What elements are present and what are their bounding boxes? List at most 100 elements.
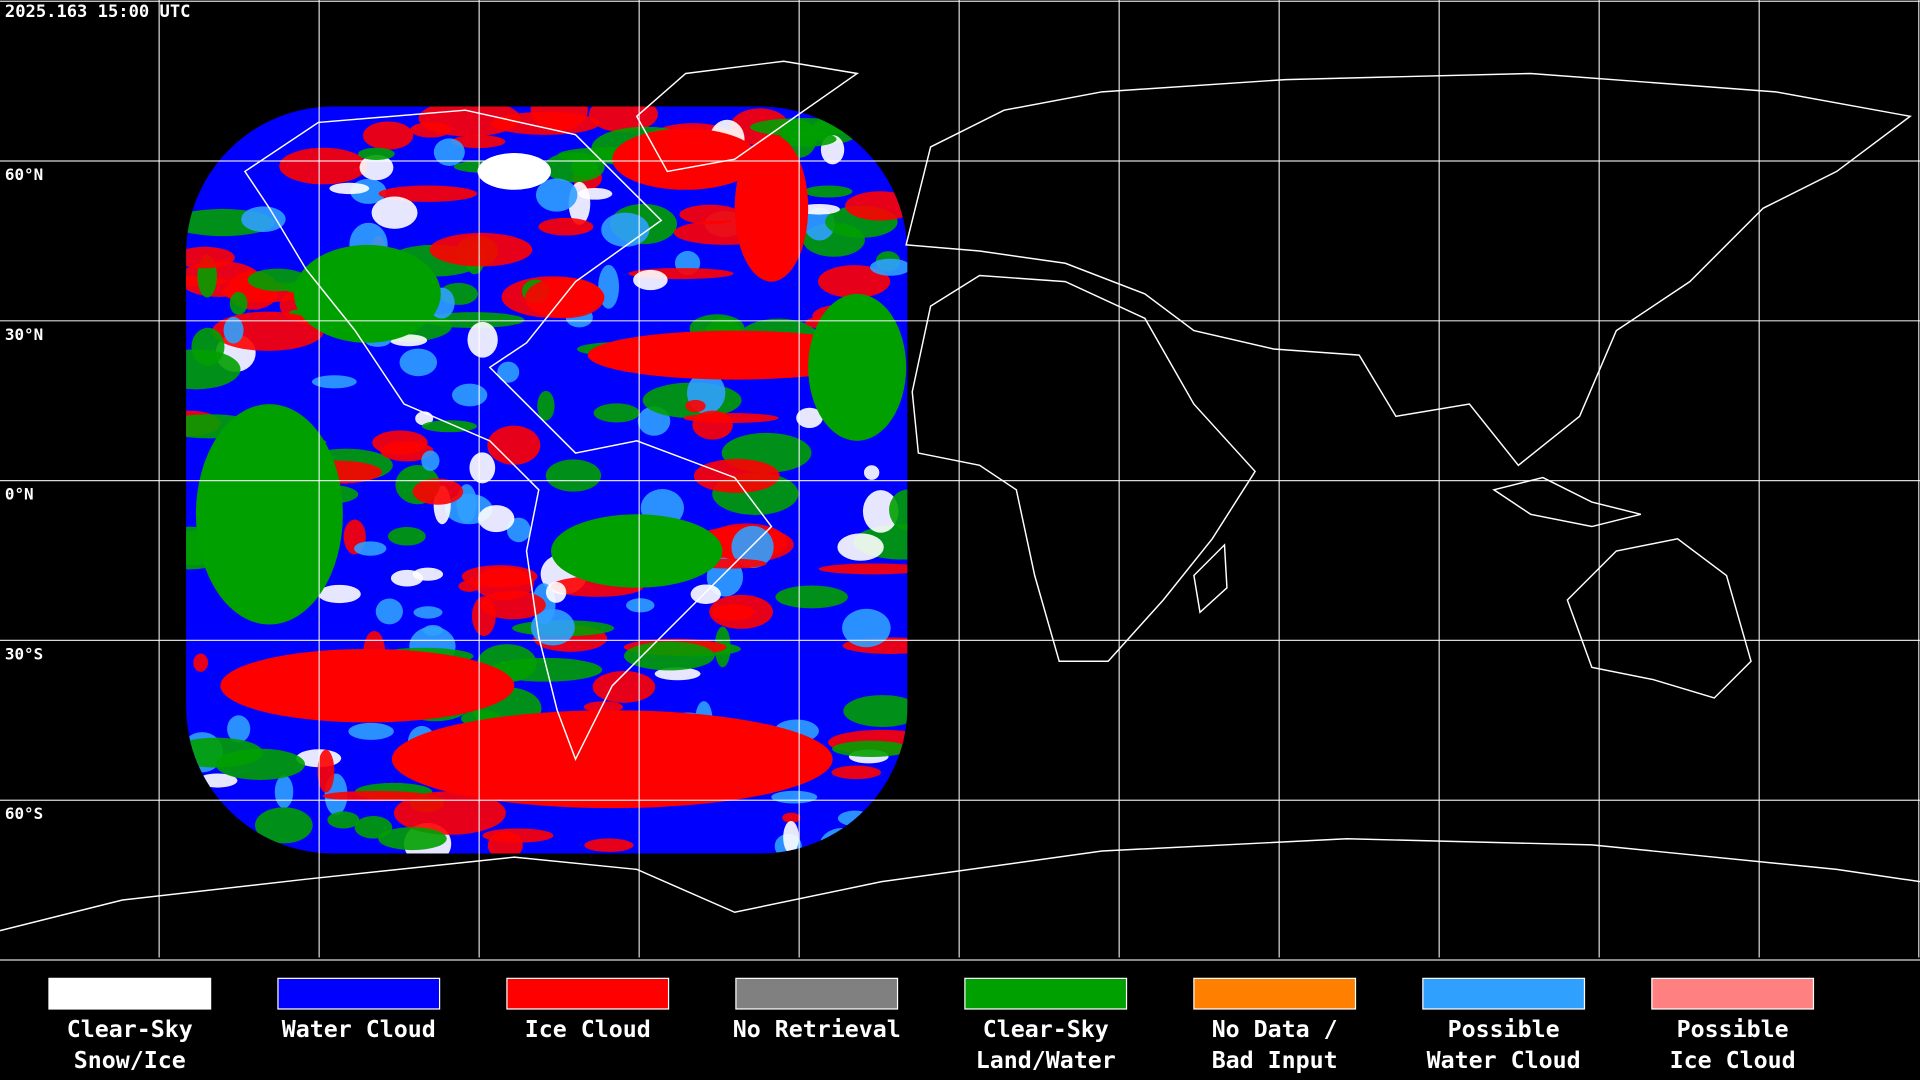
graticule	[0, 0, 1920, 961]
legend-label: Ice Cloud	[1670, 1047, 1796, 1074]
cloud-patch	[393, 791, 506, 835]
cloud-patch	[654, 667, 701, 681]
cloud-patch	[421, 420, 477, 433]
cloud-band	[195, 404, 343, 625]
cloud-patch	[451, 135, 506, 149]
latitude-label: 60°S	[5, 804, 43, 823]
cloud-patch	[363, 121, 414, 150]
cloud-patch	[818, 563, 908, 575]
cloud-patch	[375, 598, 403, 625]
cloud-patch	[583, 701, 624, 713]
latitude-labels: 60°N 30°N 0°N 30°S 60°S	[5, 165, 43, 823]
cloud-patch	[592, 671, 656, 703]
cloud-patch	[842, 608, 891, 648]
cloud-patch	[279, 147, 368, 185]
legend-swatch	[964, 977, 1128, 1010]
legend-label: Clear-Sky	[983, 1016, 1109, 1043]
cloud-band	[734, 134, 809, 282]
cloud-patch	[186, 349, 241, 390]
cloud-patch	[412, 567, 444, 581]
cloud-patch	[804, 185, 853, 198]
cloud-patch	[433, 138, 465, 166]
cloud-patch	[525, 277, 605, 319]
cloud-patch	[731, 525, 774, 569]
coastlines	[0, 60, 1920, 932]
cloud-patch	[421, 450, 440, 471]
cloud-patch	[870, 258, 908, 276]
cloud-patch	[399, 348, 438, 377]
cloud-patch	[467, 321, 498, 358]
cloud-patch	[692, 410, 733, 440]
cloud-patch	[679, 204, 741, 225]
legend-label: Clear-Sky	[67, 1016, 193, 1043]
cloud-patch	[818, 265, 891, 298]
cloud-patch	[843, 695, 908, 727]
cloud-patch	[711, 604, 755, 621]
cloud-patch	[545, 581, 567, 603]
legend-label: No Retrieval	[733, 1016, 901, 1043]
cloud-patch	[771, 790, 818, 804]
cloud-patch	[412, 478, 464, 505]
cloud-patch	[489, 657, 603, 682]
cloud-patch	[357, 147, 395, 160]
legend-swatch	[735, 977, 899, 1010]
cloud-patch	[798, 203, 840, 215]
legend-swatch	[506, 977, 670, 1010]
cloud-band	[612, 128, 760, 190]
cloud-patch	[413, 606, 443, 619]
cloud-patch	[593, 403, 640, 423]
cloud-patch	[229, 292, 248, 315]
cloud-patch	[255, 807, 313, 844]
cloud-mask	[186, 106, 908, 854]
legend-label: Possible	[1677, 1016, 1789, 1043]
cloud-patch	[487, 425, 541, 465]
cloud-patch	[690, 584, 721, 605]
cloud-patch	[329, 182, 370, 195]
cloud-patch	[837, 533, 884, 561]
legend-swatch	[277, 977, 441, 1010]
cloud-patch	[863, 465, 880, 480]
cloud-patch	[889, 489, 908, 531]
cloud-patch	[223, 316, 244, 344]
legend-swatch	[1651, 977, 1815, 1010]
cloud-patch	[317, 749, 335, 793]
cloud-patch	[322, 790, 429, 802]
cloud-band	[220, 648, 515, 723]
legend: Clear-Sky Snow/Ice Water Cloud Ice Cloud No …	[48, 977, 1815, 1074]
cloud-band	[477, 153, 552, 190]
cloud-patch	[186, 246, 235, 269]
cloud-patch	[685, 399, 706, 413]
cloud-patch	[633, 269, 668, 291]
cloud-patch	[480, 590, 546, 620]
cloud-patch	[538, 217, 594, 236]
legend-label: Bad Input	[1212, 1047, 1338, 1074]
cloud-patch	[831, 765, 882, 780]
cloud-patch	[693, 458, 780, 493]
cloud-patch	[545, 459, 602, 492]
cloud-patch	[429, 232, 533, 267]
legend-swatch	[48, 977, 212, 1010]
cloud-patch	[378, 827, 447, 851]
cloud-patch	[783, 821, 799, 854]
cloud-patch	[775, 585, 848, 609]
cloud-band	[808, 293, 907, 441]
legend-swatch	[1193, 977, 1357, 1010]
cloud-patch	[796, 407, 823, 428]
cloud-patch	[354, 541, 387, 556]
cloud-patch	[311, 375, 357, 389]
cloud-patch	[535, 178, 578, 212]
legend-label: No Data /	[1212, 1016, 1338, 1043]
cloud-patch	[387, 527, 426, 546]
legend-label: Snow/Ice	[74, 1047, 186, 1074]
cloud-patch	[478, 505, 515, 533]
cloud-patch	[451, 383, 488, 407]
cloud-patch	[832, 740, 908, 757]
cloud-patch	[804, 207, 835, 241]
cloud-patch	[482, 828, 554, 843]
cloud-patch	[371, 196, 418, 229]
cloud-patch	[782, 812, 801, 823]
latitude-label: 30°S	[5, 644, 43, 663]
legend-swatch	[1422, 977, 1586, 1010]
